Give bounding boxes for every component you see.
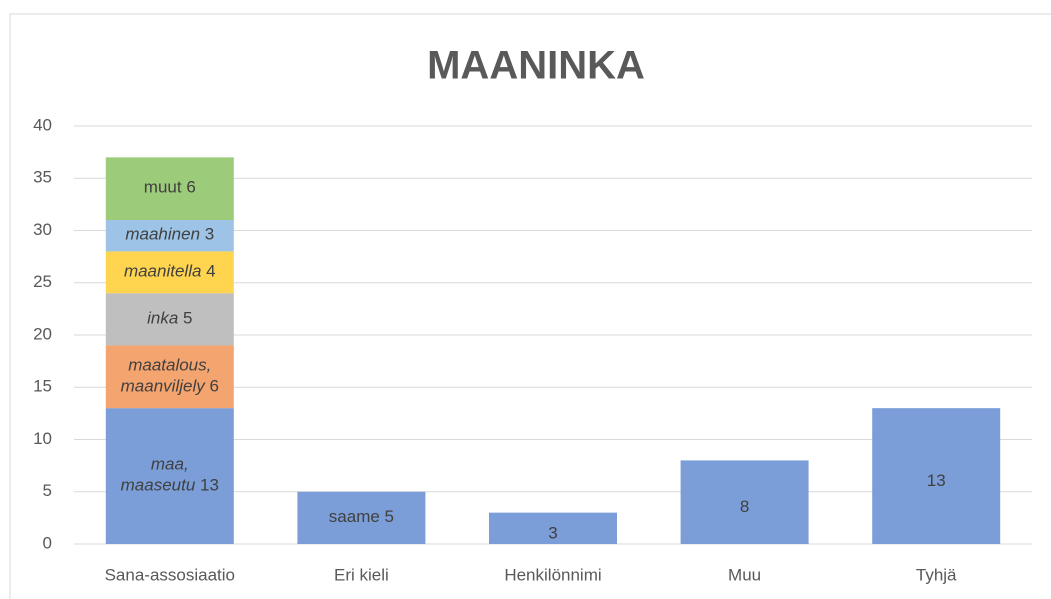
bar-segment — [489, 512, 617, 544]
data-label-text: maanitella — [124, 262, 202, 281]
data-label-value: 3 — [205, 225, 214, 244]
bar-segment — [105, 345, 234, 409]
x-tick-label: Muu — [728, 565, 761, 584]
x-tick-label: Sana-assosiaatio — [105, 565, 235, 584]
data-label: maatalous, maanviljely 6 — [121, 356, 219, 396]
data-label-value: 8 — [740, 498, 749, 517]
data-label-value: 6 — [186, 178, 195, 197]
data-label-value: 3 — [548, 524, 557, 543]
y-tick-label: 25 — [33, 272, 52, 291]
data-label: inka 5 — [147, 309, 192, 328]
data-label: maahinen 3 — [125, 225, 214, 244]
data-label: 3 — [548, 524, 557, 543]
data-label-text: maaseutu — [121, 476, 196, 495]
data-label: maa, maaseutu 13 — [121, 455, 219, 495]
data-label-text: saame — [329, 507, 380, 526]
data-label-text: maahinen — [125, 225, 200, 244]
data-label-value: 4 — [206, 262, 215, 281]
bar-segment — [105, 157, 234, 221]
data-label-value: 13 — [200, 476, 219, 495]
data-label: maanitella 4 — [124, 262, 216, 281]
bar-segment — [872, 408, 1001, 544]
data-label: 8 — [740, 498, 749, 517]
y-tick-label: 10 — [33, 429, 52, 448]
data-label-text: muut — [144, 178, 182, 197]
y-tick-label: 30 — [33, 220, 52, 239]
y-tick-label: 0 — [43, 533, 52, 552]
data-label: muut 6 — [144, 178, 196, 197]
data-label-text: maa, — [151, 455, 189, 474]
bar-segment — [105, 251, 234, 294]
y-tick-label: 15 — [33, 377, 52, 396]
data-label-text: inka — [147, 309, 178, 328]
x-tick-label: Tyhjä — [916, 565, 957, 584]
data-label-value: 13 — [927, 472, 946, 491]
bar-segment — [297, 491, 426, 544]
y-tick-label: 40 — [33, 115, 52, 134]
data-label-value: 5 — [183, 309, 192, 328]
data-label-text: maanviljely — [121, 377, 207, 396]
bar-segment — [105, 408, 234, 544]
data-label-value: 6 — [209, 377, 218, 396]
data-label: saame 5 — [329, 507, 394, 526]
y-tick-label: 5 — [43, 481, 52, 500]
bar-segment — [680, 460, 809, 544]
chart-border — [9, 13, 1051, 599]
bar-segment — [105, 293, 234, 346]
chart-title: MAANINKA — [427, 44, 645, 88]
bar-segment — [105, 220, 234, 252]
x-tick-label: Henkilönnimi — [504, 565, 601, 584]
y-tick-label: 20 — [33, 324, 52, 343]
data-label-text: maatalous, — [128, 356, 211, 375]
x-tick-label: Eri kieli — [334, 565, 389, 584]
data-label: 13 — [927, 472, 946, 491]
y-tick-label: 35 — [33, 168, 52, 187]
data-label-value: 5 — [385, 507, 394, 526]
